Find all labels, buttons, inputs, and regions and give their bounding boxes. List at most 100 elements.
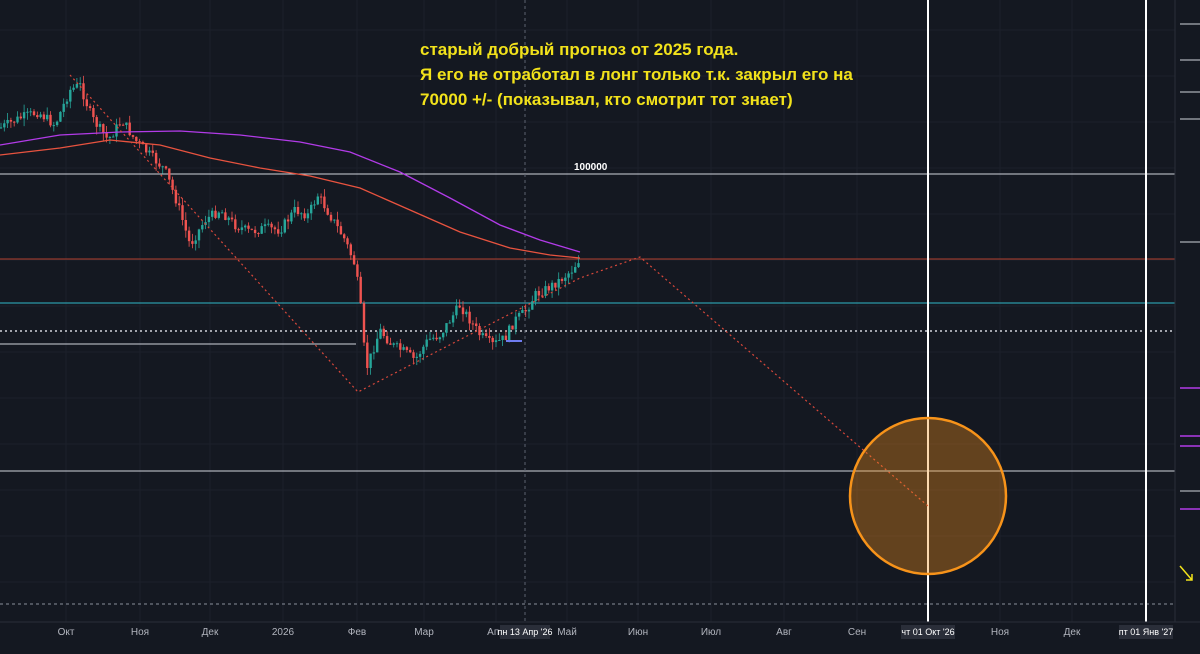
candle-body — [356, 264, 359, 277]
candle-body — [392, 343, 395, 345]
candle-body — [389, 343, 392, 345]
candle-body — [517, 312, 521, 317]
candle-body — [303, 213, 306, 219]
candle-body — [310, 204, 313, 214]
candle-body — [323, 196, 326, 209]
candle-body — [402, 347, 405, 350]
candle-body — [313, 204, 316, 206]
candle-body — [0, 127, 3, 129]
candle-body — [343, 234, 346, 239]
candle-body — [250, 228, 253, 230]
candle-body — [277, 229, 280, 234]
candle-body — [316, 196, 319, 205]
candle-body — [244, 225, 247, 228]
candle-body — [6, 119, 9, 124]
grid — [0, 0, 1175, 622]
candle-body — [194, 240, 197, 244]
candle-body — [125, 122, 128, 125]
candle-body — [138, 141, 141, 143]
candle-body — [501, 335, 504, 341]
candle-body — [13, 121, 16, 123]
candle-body — [184, 219, 187, 231]
candle-body — [174, 189, 178, 204]
price-scale-bg — [1175, 0, 1200, 622]
candle-body — [280, 232, 283, 234]
candle-body — [478, 326, 481, 336]
candle-body — [154, 152, 158, 164]
candle-body — [55, 121, 59, 126]
candle-body — [564, 277, 567, 281]
candle-body — [511, 325, 514, 330]
candle-body — [187, 230, 191, 242]
time-label: Окт — [58, 627, 75, 638]
candle-body — [211, 210, 214, 217]
candle-body — [22, 112, 26, 119]
candle-body — [148, 150, 151, 153]
candle-body — [224, 212, 227, 220]
candle-body — [319, 196, 323, 198]
candle-body — [3, 123, 6, 128]
candle-body — [85, 99, 88, 107]
candle-body — [286, 219, 290, 222]
candle-body — [29, 111, 32, 113]
candle-body — [537, 290, 541, 296]
candle-body — [346, 238, 349, 245]
candle-body — [471, 323, 475, 325]
candle-body — [26, 111, 29, 113]
annotation[interactable]: старый добрый прогноз от 2025 года. Я ег… — [420, 40, 853, 109]
time-label: Фев — [348, 627, 366, 638]
candle-body — [508, 325, 511, 341]
candle-body — [475, 323, 478, 327]
time-label: Дек — [202, 627, 219, 638]
date-badge-crosshair-text: пн 13 Апр '26 — [498, 627, 553, 637]
candle-body — [333, 219, 336, 221]
candle-body — [352, 255, 356, 265]
candle-body — [98, 124, 102, 127]
candle-body — [19, 116, 22, 119]
candle-body — [260, 226, 263, 234]
candle-body — [567, 273, 570, 278]
time-axis: Окт Ноя Дек 2026 Фев Мар Апр Май Июн Июл… — [0, 621, 1200, 654]
candle-body — [121, 124, 125, 126]
candle-body — [108, 136, 112, 138]
candle-body — [118, 124, 121, 126]
candle-body — [240, 227, 244, 230]
candle-body — [382, 328, 385, 337]
candle-body — [115, 124, 118, 137]
moving-average-red[interactable] — [0, 139, 581, 259]
candle-body — [290, 212, 293, 222]
date-badge-jan — [1119, 625, 1173, 639]
moving-average-purple[interactable] — [0, 130, 581, 253]
target-circle[interactable] — [848, 416, 1008, 576]
candle-body — [59, 111, 62, 122]
time-label: Апр — [487, 627, 505, 638]
candle-body — [46, 114, 49, 120]
candle-body — [349, 244, 352, 256]
candle-body — [191, 241, 194, 244]
candle-body — [39, 114, 42, 118]
candle-body — [227, 217, 230, 220]
time-label: Сен — [848, 627, 866, 638]
candle-body — [458, 305, 461, 308]
forecast-projection-line[interactable] — [69, 74, 929, 507]
candle-body — [16, 116, 19, 123]
level-label-100000: 100000 — [574, 162, 608, 173]
candle-body — [164, 166, 168, 169]
candle-body — [220, 212, 224, 214]
candle-body — [445, 323, 448, 333]
arrow-down-right-icon[interactable] — [1179, 565, 1193, 581]
candle-body — [574, 267, 577, 273]
candle-body — [550, 282, 554, 291]
candle-body — [326, 208, 329, 215]
candle-body — [131, 135, 135, 137]
candle-body — [105, 132, 108, 138]
candle-body — [267, 223, 270, 225]
candle-body — [168, 168, 171, 180]
candle-body — [461, 307, 465, 315]
candle-body — [534, 290, 537, 302]
level-lines — [0, 173, 1175, 605]
candle-body — [69, 89, 72, 102]
time-label: Авг — [776, 627, 792, 638]
